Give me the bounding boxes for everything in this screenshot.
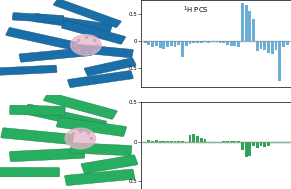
Bar [230,41,233,46]
Text: $^{1}$H PCS: $^{1}$H PCS [183,4,209,16]
Bar [196,41,199,43]
FancyBboxPatch shape [1,128,74,145]
Bar [271,142,274,143]
Bar [226,141,229,142]
Bar [260,142,262,146]
Bar [178,141,180,142]
Bar [230,141,233,142]
FancyBboxPatch shape [65,169,135,186]
Bar [174,141,176,142]
Bar [148,41,150,45]
Bar [278,41,281,81]
Bar [233,141,236,142]
Bar [256,142,259,148]
Bar [249,11,251,41]
Bar [162,41,165,49]
Bar [166,41,169,47]
Bar [222,141,225,142]
Bar [204,139,206,142]
Bar [233,41,236,46]
FancyBboxPatch shape [9,148,85,162]
Bar [237,141,240,142]
Bar [200,41,203,43]
Bar [263,142,266,147]
Bar [189,41,191,44]
Bar [222,41,225,43]
Bar [144,41,147,43]
FancyBboxPatch shape [53,0,121,28]
Bar [263,41,266,50]
Circle shape [71,35,101,55]
Bar [252,142,255,146]
Bar [241,142,244,149]
Bar [252,19,255,41]
FancyBboxPatch shape [43,92,117,119]
Bar [226,41,229,45]
Bar [282,41,285,47]
FancyBboxPatch shape [0,65,57,75]
Bar [260,41,262,49]
FancyBboxPatch shape [10,105,65,116]
Bar [275,41,277,50]
Bar [204,41,206,42]
Bar [192,134,195,142]
Bar [192,41,195,43]
Bar [207,41,210,43]
Bar [185,41,188,46]
FancyBboxPatch shape [19,47,92,62]
FancyBboxPatch shape [81,155,138,174]
FancyBboxPatch shape [84,58,136,76]
Bar [215,41,218,42]
Bar [189,135,191,142]
FancyBboxPatch shape [61,20,126,44]
FancyBboxPatch shape [70,143,132,156]
FancyBboxPatch shape [24,104,107,131]
Bar [170,41,173,46]
Bar [155,41,158,46]
Bar [271,41,274,54]
Bar [170,141,173,142]
Bar [282,142,285,143]
Bar [181,41,184,57]
FancyBboxPatch shape [74,44,133,58]
Bar [211,41,214,42]
Bar [151,141,154,142]
Bar [267,142,270,146]
Bar [151,41,154,47]
FancyBboxPatch shape [33,13,112,33]
Bar [159,41,162,48]
Bar [181,141,184,142]
Bar [286,41,289,45]
Bar [245,5,248,41]
Bar [256,41,259,51]
Bar [267,41,270,53]
Bar [245,142,248,157]
Bar [159,141,162,142]
Bar [148,140,150,142]
Bar [278,142,281,143]
Bar [241,3,244,41]
Bar [174,41,176,47]
Bar [162,141,165,142]
Bar [196,136,199,142]
FancyBboxPatch shape [6,28,77,50]
FancyBboxPatch shape [56,117,127,136]
Circle shape [65,128,95,149]
Bar [249,142,251,156]
FancyBboxPatch shape [12,13,64,23]
Bar [275,142,277,143]
Bar [166,141,169,142]
Bar [219,41,221,43]
Bar [155,140,158,142]
Bar [200,138,203,142]
Bar [237,41,240,47]
FancyBboxPatch shape [68,70,133,88]
FancyBboxPatch shape [0,167,60,177]
Bar [178,41,180,45]
